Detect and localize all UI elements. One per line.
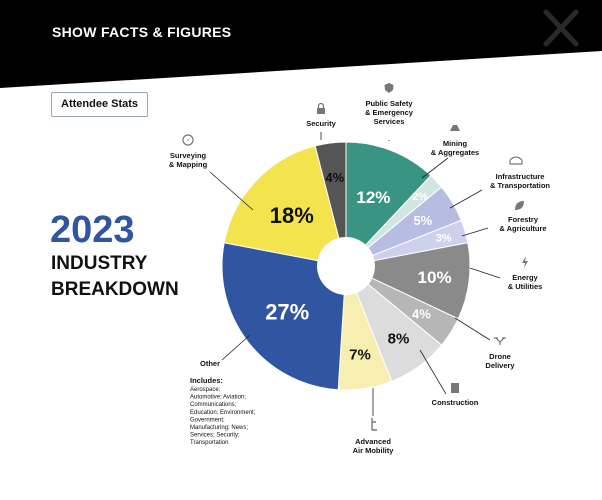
other-includes-line: Aerospace; bbox=[190, 387, 221, 393]
pct-label-other: 27% bbox=[265, 299, 309, 324]
category-label-drone-delivery: Drone bbox=[489, 352, 511, 361]
category-label-surveying-and-mapping: Surveying bbox=[170, 151, 207, 160]
close-icon[interactable] bbox=[538, 6, 582, 50]
pct-label-security: 4% bbox=[325, 170, 344, 185]
leaf-icon bbox=[515, 201, 524, 210]
category-label-energy-and-utilities: Energy bbox=[512, 273, 538, 282]
pct-label-advanced-air-mobility: 7% bbox=[349, 346, 371, 363]
category-label-infrastructure-and-transportation: & Transportation bbox=[490, 181, 550, 190]
pct-label-construction: 8% bbox=[388, 330, 410, 347]
category-label-mining-and-aggregates: Mining bbox=[443, 139, 468, 148]
category-label-drone-delivery: Delivery bbox=[485, 361, 515, 370]
lightning-icon bbox=[522, 256, 528, 268]
donut-hole bbox=[317, 237, 375, 295]
category-label-public-safety-and-emergency-services: & Emergency bbox=[365, 108, 414, 117]
attendee-stats-badge: Attendee Stats bbox=[51, 92, 149, 117]
bridge-icon bbox=[509, 156, 523, 165]
pct-label-mining-and-aggregates: 2% bbox=[412, 191, 428, 203]
category-label-energy-and-utilities: & Utilities bbox=[508, 282, 543, 291]
other-includes-line: Manufacturing; News; bbox=[190, 425, 248, 431]
other-includes-line: Government; bbox=[190, 417, 225, 423]
category-label-public-safety-and-emergency-services: Services bbox=[374, 117, 405, 126]
category-label-advanced-air-mobility: Air Mobility bbox=[353, 446, 395, 455]
mining-icon bbox=[450, 125, 460, 131]
slice-security bbox=[314, 141, 347, 267]
other-includes-line: Education; Environment; bbox=[190, 410, 256, 416]
title-line-1: INDUSTRY bbox=[51, 253, 148, 274]
category-label-forestry-and-agriculture: & Agriculture bbox=[499, 224, 546, 233]
slice-public-safety-and-emergency-services bbox=[345, 141, 432, 268]
building-icon bbox=[451, 383, 459, 393]
leader-line-mining-and-aggregates bbox=[421, 157, 449, 179]
leader-line-construction bbox=[419, 349, 447, 395]
leader-line-surveying-and-mapping bbox=[209, 171, 254, 211]
category-label-other: Other bbox=[200, 359, 220, 368]
compass-icon bbox=[182, 134, 194, 146]
pct-label-infrastructure-and-transportation: 5% bbox=[413, 213, 432, 228]
pct-label-surveying-and-mapping: 18% bbox=[270, 203, 314, 228]
other-includes-line: Automotive; Aviation; bbox=[190, 395, 246, 401]
leader-line-energy-and-utilities bbox=[469, 267, 501, 279]
other-includes-line: Communications; bbox=[190, 402, 237, 408]
title-line-2: BREAKDOWN bbox=[51, 279, 179, 300]
other-includes-line: Transportation bbox=[190, 440, 228, 446]
category-label-forestry-and-agriculture: Forestry bbox=[508, 215, 539, 224]
slice-other bbox=[221, 242, 347, 391]
lock-icon bbox=[317, 102, 325, 114]
category-label-security: Security bbox=[306, 119, 336, 128]
year-heading: 2023 bbox=[50, 209, 135, 251]
pct-label-forestry-and-agriculture: 3% bbox=[436, 232, 452, 244]
shield-icon bbox=[384, 83, 394, 93]
slice-energy-and-utilities bbox=[344, 242, 471, 320]
aircraft-icon bbox=[371, 418, 377, 431]
leader-line-other bbox=[221, 334, 251, 361]
category-label-public-safety-and-emergency-services: Public Safety bbox=[365, 99, 413, 108]
category-label-surveying-and-mapping: & Mapping bbox=[169, 160, 208, 169]
header-title: SHOW FACTS & FIGURES bbox=[52, 24, 232, 40]
drone-icon bbox=[494, 337, 506, 345]
other-includes-title: Includes: bbox=[190, 376, 223, 385]
leader-line-forestry-and-agriculture bbox=[461, 227, 489, 237]
category-label-advanced-air-mobility: Advanced bbox=[355, 437, 391, 446]
category-label-construction: Construction bbox=[432, 398, 479, 407]
pct-label-public-safety-and-emergency-services: 12% bbox=[356, 188, 390, 207]
category-label-mining-and-aggregates: & Aggregates bbox=[431, 148, 479, 157]
leader-line-drone-delivery bbox=[454, 317, 491, 341]
slice-surveying-and-mapping bbox=[223, 145, 347, 267]
category-label-infrastructure-and-transportation: Infrastructure bbox=[496, 172, 545, 181]
leader-line-infrastructure-and-transportation bbox=[449, 189, 483, 209]
other-includes-line: Services; Security; bbox=[190, 433, 240, 439]
pct-label-drone-delivery: 4% bbox=[412, 306, 431, 321]
pct-label-energy-and-utilities: 10% bbox=[418, 268, 452, 287]
